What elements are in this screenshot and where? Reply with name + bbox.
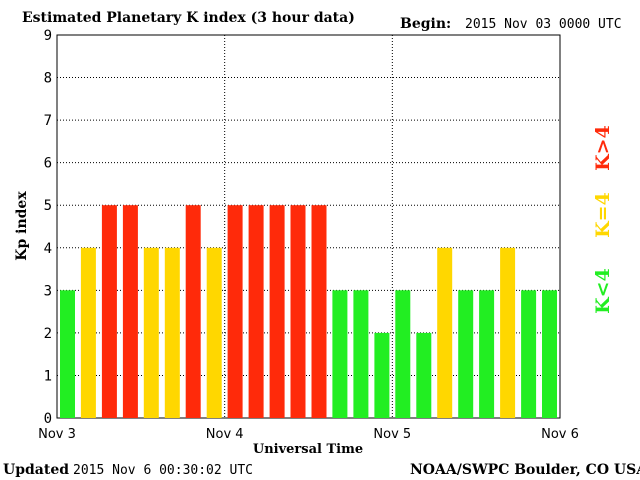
y-tick-label: 7 (44, 113, 52, 129)
grid-lines (57, 35, 560, 418)
y-tick-label: 2 (44, 326, 52, 342)
kp-bar (60, 290, 75, 418)
kp-bar (374, 332, 390, 418)
kp-bar (458, 290, 474, 418)
kp-bar (437, 247, 453, 418)
kp-bar (290, 205, 306, 418)
x-tick-label: Nov 3 (38, 427, 76, 442)
legend-equal-label: K=4 (592, 192, 614, 238)
legend-low-label: K<4 (592, 268, 614, 314)
kp-bar (227, 205, 243, 418)
y-tick-label: 9 (44, 28, 52, 44)
y-tick-label: 5 (44, 198, 52, 214)
y-tick-label: 3 (44, 283, 52, 299)
kp-bar (332, 290, 348, 418)
y-axis-label: Kp index (14, 191, 30, 261)
kp-bar (101, 205, 117, 418)
plot-area (56, 34, 561, 419)
begin-value: 2015 Nov 03 0000 UTC (465, 17, 622, 32)
kp-bar (122, 205, 138, 418)
y-tick-label: 0 (44, 411, 52, 427)
source-credit: NOAA/SWPC Boulder, CO USA (410, 462, 640, 478)
kp-bar (500, 247, 516, 418)
x-tick-label: Nov 4 (206, 427, 244, 442)
legend-high-label: K>4 (592, 125, 614, 171)
y-tick-labels: 0 1 2 3 4 5 6 7 8 9 (44, 28, 52, 427)
y-tick-label: 8 (44, 71, 52, 87)
kp-bar (143, 247, 159, 418)
x-tick-label: Nov 6 (541, 427, 579, 442)
y-tick-label: 1 (44, 368, 52, 384)
kp-bar (269, 205, 285, 418)
y-tick-label: 6 (44, 156, 52, 172)
bars (60, 205, 557, 418)
kp-bar (395, 290, 411, 418)
kp-bar (353, 290, 369, 418)
kp-bar (248, 205, 264, 418)
updated-label: Updated (3, 462, 69, 478)
kp-bar (521, 290, 537, 418)
kp-bar (542, 290, 557, 418)
kp-bar (416, 332, 432, 418)
kp-bar (185, 205, 201, 418)
kp-bar (164, 247, 180, 418)
x-tick-labels: Nov 3 Nov 4 Nov 5 Nov 6 (38, 427, 579, 442)
x-tick-label: Nov 5 (373, 427, 411, 442)
y-tick-label: 4 (44, 241, 52, 257)
chart-title: Estimated Planetary K index (3 hour data… (22, 10, 355, 26)
x-axis-label: Universal Time (253, 442, 363, 457)
kp-bar (206, 247, 222, 418)
kp-bar (479, 290, 495, 418)
updated-value: 2015 Nov 6 00:30:02 UTC (73, 463, 253, 478)
begin-label: Begin: (400, 16, 451, 32)
kp-bar (311, 205, 327, 418)
kp-bar (80, 247, 96, 418)
